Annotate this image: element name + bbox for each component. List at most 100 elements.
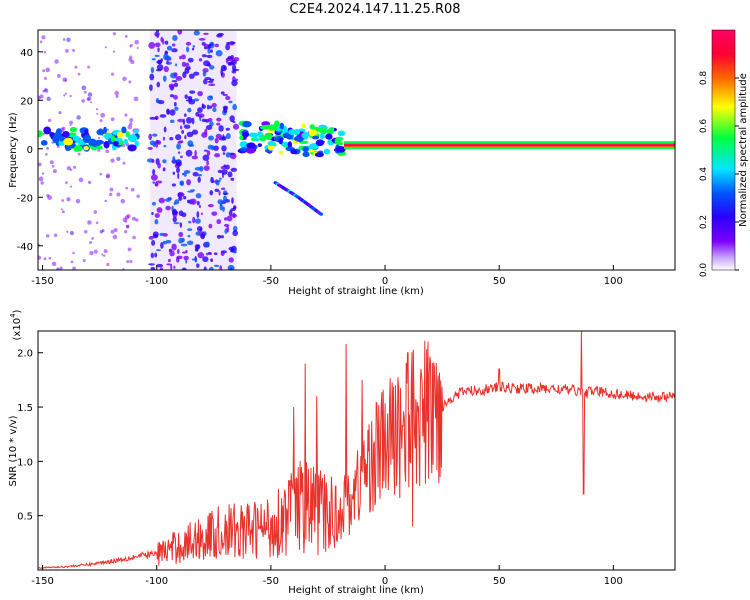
spectrogram-y-tick-label: -20	[17, 193, 33, 204]
spectrogram-cell	[110, 72, 115, 76]
spectrogram-cell	[112, 234, 118, 240]
spectrogram-cell	[219, 203, 223, 211]
spectrogram-cell	[160, 58, 163, 63]
spectrogram-cell	[133, 129, 139, 135]
spectrogram-cell	[173, 222, 180, 225]
spectrogram-y-tick-label: 40	[20, 48, 33, 59]
spectrogram-cell	[48, 256, 52, 260]
spectrogram-cell	[154, 252, 158, 258]
spectrogram-cell	[169, 137, 174, 141]
spectrogram-cell	[232, 123, 240, 130]
spectrogram-cell	[196, 211, 200, 218]
spectrogram-y-label: Frequency (Hz)	[8, 112, 19, 188]
spectrogram-cell	[213, 145, 219, 151]
spectrogram-cell	[38, 162, 42, 167]
spectrogram-cell	[335, 145, 346, 153]
spectrogram-cell	[136, 194, 140, 199]
spectrogram-cell	[63, 137, 74, 146]
spectrogram-cell	[162, 232, 168, 237]
spectrogram-y-tick-label: -40	[17, 242, 33, 253]
spectrogram-cell	[42, 132, 45, 136]
colorbar-tick-label: 0.6	[699, 119, 709, 134]
spectrogram-cell	[213, 264, 220, 267]
spectrogram-cell	[39, 40, 43, 44]
spectrogram-cell	[231, 213, 238, 218]
spectrogram-cell	[70, 260, 74, 264]
spectrogram-cell	[214, 153, 221, 158]
spectrogram-cell	[52, 169, 57, 174]
spectrogram-cell	[209, 43, 214, 46]
spectrogram-cell	[312, 135, 320, 140]
spectrogram-cell	[69, 124, 72, 127]
spectrogram-cell	[151, 212, 154, 216]
spectrogram-cell	[38, 95, 41, 101]
spectrogram-cell	[172, 35, 178, 41]
spectrogram-cell	[95, 145, 103, 150]
spectrogram-cell	[231, 197, 234, 204]
spectrogram-cell	[181, 54, 186, 60]
spectrogram-cell	[135, 218, 139, 222]
spectrogram-cell	[191, 47, 195, 51]
spectrogram-cell	[169, 94, 175, 98]
spectrogram-cell	[116, 192, 121, 197]
spectrogram-cell	[124, 113, 128, 117]
spectrogram-cell	[75, 198, 81, 204]
spectrogram-cell	[181, 267, 187, 270]
spectrogram-cell	[168, 83, 175, 89]
colorbar-tick-label: 0.2	[699, 215, 709, 229]
spectrogram-cell	[129, 45, 132, 48]
spectrogram-cell	[337, 130, 346, 137]
spectrogram-cell	[214, 137, 219, 144]
spectrogram-cell	[87, 220, 92, 225]
spectrogram-cell	[223, 217, 228, 221]
spectrogram-cell	[155, 68, 162, 72]
spectrogram-cell	[169, 109, 176, 116]
spectrogram-cell	[183, 124, 191, 129]
spectrogram-cell	[151, 58, 156, 61]
spectrogram-cell	[193, 71, 200, 76]
spectrogram-cell	[89, 240, 93, 245]
spectrogram-cell	[56, 74, 61, 78]
svg-text:(x104): (x104)	[9, 309, 23, 340]
spectrogram-cell	[218, 125, 224, 132]
spectrogram-cell	[148, 235, 154, 240]
spectrogram-cell	[187, 228, 193, 231]
spectrogram-cell	[150, 66, 155, 74]
snr-y-tick-label: 0.5	[17, 512, 33, 523]
spectrogram-cell	[158, 197, 166, 204]
spectrogram-cell	[228, 100, 233, 104]
spectrogram-cell	[103, 141, 110, 149]
spectrogram-cell	[43, 257, 47, 261]
spectrogram-cell	[105, 149, 110, 154]
spectrogram-cell	[132, 235, 136, 240]
spectrogram-cell	[72, 135, 80, 142]
spectrogram-cell	[220, 91, 225, 95]
spectrogram-cell	[69, 94, 72, 98]
spectrogram-cell	[239, 135, 244, 140]
spectrogram-cell	[222, 93, 228, 97]
spectrogram-cell	[46, 96, 51, 102]
spectrogram-cell	[91, 237, 94, 240]
spectrogram-cell	[116, 156, 121, 161]
spectrogram-cell	[186, 131, 194, 138]
spectrogram-cell	[65, 48, 69, 53]
spectrogram-cell	[127, 144, 137, 152]
spectrogram-cell	[227, 171, 233, 178]
spectrogram-cell	[101, 229, 105, 233]
spectrogram-cell	[54, 59, 59, 64]
snr-x-tick-label: -150	[31, 576, 54, 587]
spectrogram-cell	[194, 256, 198, 263]
spectrogram-cell	[53, 233, 58, 238]
spectrogram-cell	[97, 136, 101, 139]
spectrogram-cell	[61, 199, 65, 202]
spectrogram-cell	[193, 30, 200, 36]
spectrogram-cell	[166, 45, 173, 51]
spectrogram-cell	[316, 127, 327, 131]
spectrogram-cell	[63, 94, 66, 97]
spectrogram-cell	[155, 141, 159, 149]
spectrogram-cell	[257, 131, 263, 138]
spectrogram-cell	[84, 129, 89, 136]
spectrogram-cell	[210, 258, 214, 262]
spectrogram-cell	[125, 225, 130, 229]
snr-scale-label: (x104)	[9, 309, 23, 340]
